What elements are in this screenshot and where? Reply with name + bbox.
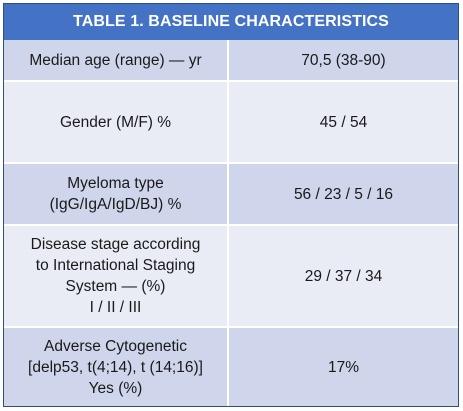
row-label: Adverse Cytogenetic [delp53, t(4;14), t … <box>4 328 229 406</box>
row-value: 70,5 (38-90) <box>301 51 386 69</box>
label-line: Adverse Cytogenetic <box>43 337 188 355</box>
row-label: Myeloma type (IgG/IgA/IgD/BJ) % <box>4 164 229 224</box>
table-row: Disease stage according to International… <box>4 224 458 326</box>
label-line: Median age (range) — yr <box>29 51 202 69</box>
label-line: I / II / III <box>89 299 142 316</box>
row-label: Gender (M/F) % <box>4 82 229 162</box>
row-value: 56 / 23 / 5 / 16 <box>293 185 394 203</box>
label-line: Gender (M/F) % <box>59 113 172 131</box>
table-title: TABLE 1. BASELINE CHARACTERISTICS <box>4 4 458 40</box>
row-value: 45 / 54 <box>319 113 368 131</box>
label-line: (IgG/IgA/IgD/BJ) % <box>49 196 182 213</box>
label-line: to International Staging <box>35 257 196 274</box>
baseline-characteristics-table: TABLE 1. BASELINE CHARACTERISTICS Median… <box>3 3 459 407</box>
label-line: Yes (%) <box>88 379 143 397</box>
row-label: Disease stage according to International… <box>4 226 229 326</box>
label-line: System — (%) <box>65 278 166 295</box>
table-row: Myeloma type (IgG/IgA/IgD/BJ) % 56 / 23 … <box>4 162 458 224</box>
table-row: Adverse Cytogenetic [delp53, t(4;14), t … <box>4 326 458 406</box>
label-line: [delp53, t(4;14), t (14;16)] <box>28 358 203 376</box>
label-line: Myeloma type <box>67 175 164 192</box>
row-label: Median age (range) — yr <box>4 40 229 80</box>
label-line: Disease stage according <box>30 236 201 253</box>
row-value: 29 / 37 / 34 <box>304 267 383 285</box>
table-row: Gender (M/F) % 45 / 54 <box>4 80 458 162</box>
row-value: 17% <box>327 358 360 376</box>
table-row: Median age (range) — yr 70,5 (38-90) <box>4 40 458 80</box>
